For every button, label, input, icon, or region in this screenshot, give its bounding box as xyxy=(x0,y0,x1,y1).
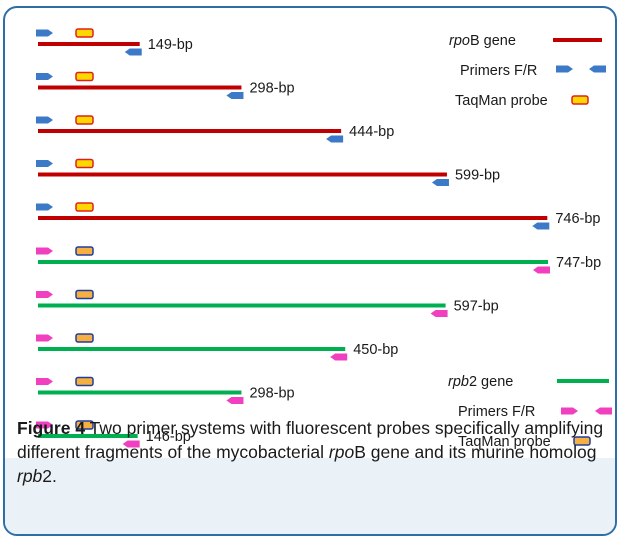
legend-rpoB-primers: Primers F/R xyxy=(460,63,537,79)
primer-reverse-icon xyxy=(226,92,244,99)
legend-rpb2-probe: TaqMan probe xyxy=(458,434,551,450)
primer-forward-icon xyxy=(36,378,53,385)
taqman-probe-icon xyxy=(75,28,94,38)
fragment-size-label: 599-bp xyxy=(455,168,500,184)
fragment-size-label: 146-bp xyxy=(146,429,191,445)
caption-figure-label: Figure 4 xyxy=(17,418,86,438)
primer-reverse-icon xyxy=(533,266,550,274)
fragment-size-label: 746-bp xyxy=(555,211,600,227)
primer-forward-icon xyxy=(36,203,53,211)
rpb2-fragment-747: 747-bp xyxy=(36,246,601,274)
fragment-size-label: 450-bp xyxy=(353,342,398,358)
taqman-probe-icon xyxy=(75,289,94,300)
legend-rpoB-gene: rpoB gene xyxy=(449,33,516,49)
rpoB-fragment-444: 444-bp xyxy=(36,115,394,143)
primer-reverse-icon xyxy=(532,222,550,230)
rpoB-fragment-298: 298-bp xyxy=(36,71,295,99)
legend-rpb2-probe-icon xyxy=(573,436,591,446)
figure-caption: Figure 4 Two primer systems with fluores… xyxy=(17,418,604,486)
fragment-size-label: 747-bp xyxy=(556,255,601,271)
figure-panel: 149-bp 298-bp 444-bp 599-bp 746-bp 747-bp 597-… xyxy=(3,6,617,536)
primer-forward-icon xyxy=(36,116,53,124)
legend-rpb2-primers: Primers F/R xyxy=(458,404,535,420)
legend-rpoB-probe: TaqMan probe xyxy=(455,93,548,109)
rpoB-fragment-746: 746-bp xyxy=(36,202,600,230)
taqman-probe-icon xyxy=(75,333,94,343)
taqman-probe-icon xyxy=(75,376,94,387)
primer-reverse-icon xyxy=(124,48,142,56)
legend-rpb2-gene: rpb2 gene xyxy=(448,374,513,390)
legend-rpoB: rpoB gene Primers F/R TaqMan probe xyxy=(449,33,606,109)
rpb2-fragment-146: 146-bp xyxy=(36,420,191,448)
primer-forward-icon xyxy=(36,421,53,429)
primer-reverse-icon xyxy=(430,310,448,317)
fragment-rows: 149-bp 298-bp 444-bp 599-bp 746-bp 747-bp 597-… xyxy=(36,28,601,448)
primer-forward-icon xyxy=(36,160,53,167)
primer-forward-icon xyxy=(36,291,53,298)
legend-rpoB-primer-f-icon xyxy=(556,65,573,73)
primer-forward-icon xyxy=(36,73,53,80)
primer-reverse-icon xyxy=(431,179,449,186)
legend-rpb2-primer-f-icon xyxy=(561,407,578,415)
primer-forward-icon xyxy=(36,247,53,255)
taqman-probe-icon xyxy=(75,420,94,430)
taqman-probe-icon xyxy=(75,246,94,256)
primer-forward-icon xyxy=(36,334,53,342)
taqman-probe-icon xyxy=(75,202,94,212)
taqman-probe-icon xyxy=(75,115,94,125)
taqman-probe-icon xyxy=(75,71,94,82)
legend-rpoB-primer-r-icon xyxy=(589,65,606,73)
legend-rpb2-primer-r-icon xyxy=(595,407,612,415)
rpb2-fragment-450: 450-bp xyxy=(36,333,398,361)
primer-reverse-icon xyxy=(226,397,244,404)
fragment-size-label: 597-bp xyxy=(454,299,499,315)
rpb2-fragment-597: 597-bp xyxy=(36,289,499,317)
fragment-size-label: 444-bp xyxy=(349,124,394,140)
rpb2-fragment-298: 298-bp xyxy=(36,376,295,404)
taqman-probe-icon xyxy=(75,158,94,169)
caption-background xyxy=(5,458,615,534)
rpoB-fragment-149: 149-bp xyxy=(36,28,193,56)
fragment-size-label: 298-bp xyxy=(249,386,294,402)
fragment-size-label: 149-bp xyxy=(148,37,193,53)
amplicon-diagram: 149-bp 298-bp 444-bp 599-bp 746-bp 747-bp 597-… xyxy=(36,28,612,450)
primer-reverse-icon xyxy=(330,353,348,361)
legend-rpoB-probe-icon xyxy=(571,95,589,105)
legend-rpb2: rpb2 gene Primers F/R TaqMan probe xyxy=(448,374,612,450)
primer-reverse-icon xyxy=(122,440,140,448)
primer-forward-icon xyxy=(36,29,53,37)
fragment-size-label: 298-bp xyxy=(249,81,294,97)
rpoB-fragment-599: 599-bp xyxy=(36,158,500,186)
primer-reverse-icon xyxy=(326,135,344,143)
